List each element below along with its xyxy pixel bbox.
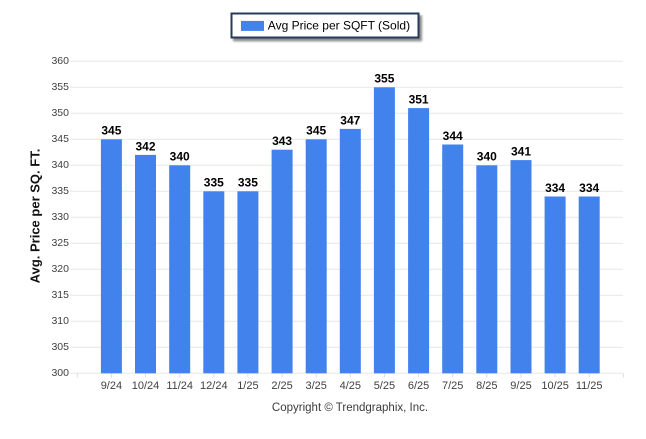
svg-text:343: 343 — [272, 134, 292, 148]
svg-text:11/24: 11/24 — [166, 380, 193, 392]
svg-text:3/25: 3/25 — [305, 380, 326, 392]
svg-text:340: 340 — [51, 159, 69, 171]
svg-text:355: 355 — [51, 81, 69, 93]
svg-text:Copyright © Trendgraphix, Inc.: Copyright © Trendgraphix, Inc. — [272, 402, 428, 414]
svg-text:340: 340 — [170, 150, 190, 164]
svg-text:345: 345 — [101, 124, 121, 138]
svg-text:335: 335 — [204, 176, 224, 190]
svg-text:10/25: 10/25 — [541, 380, 569, 392]
svg-text:11/25: 11/25 — [576, 380, 603, 392]
svg-text:7/25: 7/25 — [442, 380, 463, 392]
svg-text:1/25: 1/25 — [237, 380, 258, 392]
svg-text:320: 320 — [51, 263, 69, 275]
svg-text:345: 345 — [306, 124, 326, 138]
svg-text:315: 315 — [51, 289, 69, 301]
svg-text:Avg. Price per SQ. FT.: Avg. Price per SQ. FT. — [28, 149, 43, 284]
svg-text:10/24: 10/24 — [132, 380, 160, 392]
svg-text:330: 330 — [51, 211, 69, 223]
svg-text:300: 300 — [51, 367, 69, 379]
svg-text:310: 310 — [51, 315, 69, 327]
svg-text:5/25: 5/25 — [374, 380, 395, 392]
svg-text:Avg Price per SQFT (Sold): Avg Price per SQFT (Sold) — [268, 19, 410, 33]
svg-text:305: 305 — [51, 341, 69, 353]
svg-text:342: 342 — [135, 139, 155, 153]
svg-text:350: 350 — [51, 107, 69, 119]
svg-text:344: 344 — [443, 129, 463, 143]
svg-text:2/25: 2/25 — [271, 380, 292, 392]
svg-text:351: 351 — [409, 93, 429, 107]
svg-text:334: 334 — [545, 181, 565, 195]
svg-text:325: 325 — [51, 237, 69, 249]
svg-text:6/25: 6/25 — [408, 380, 429, 392]
svg-text:341: 341 — [511, 145, 531, 159]
svg-text:9/24: 9/24 — [101, 380, 122, 392]
svg-text:4/25: 4/25 — [340, 380, 361, 392]
svg-text:334: 334 — [579, 181, 599, 195]
svg-text:345: 345 — [51, 133, 69, 145]
svg-text:8/25: 8/25 — [476, 380, 497, 392]
svg-text:340: 340 — [477, 150, 497, 164]
svg-text:12/24: 12/24 — [200, 380, 228, 392]
svg-text:360: 360 — [51, 55, 69, 67]
svg-text:335: 335 — [51, 185, 69, 197]
svg-text:9/25: 9/25 — [510, 380, 531, 392]
svg-text:347: 347 — [340, 113, 360, 127]
svg-text:355: 355 — [374, 72, 394, 86]
svg-text:335: 335 — [238, 176, 258, 190]
